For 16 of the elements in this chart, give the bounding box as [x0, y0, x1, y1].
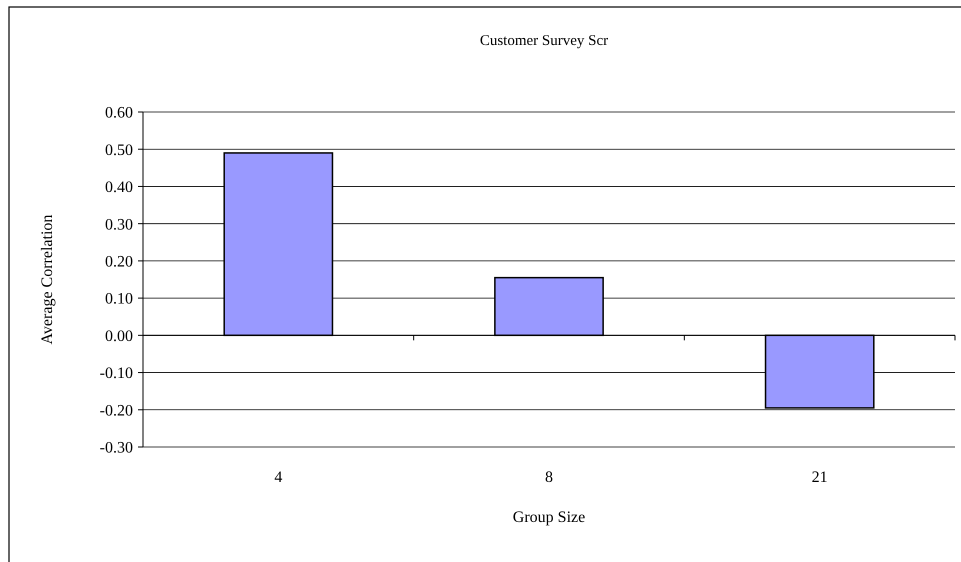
- x-axis-title: Group Size: [512, 509, 586, 526]
- y-tick-label: 0.60: [105, 104, 133, 122]
- y-tick-label: 0.10: [105, 290, 133, 308]
- x-tick-label: 4: [274, 469, 282, 486]
- x-tick-label: 8: [545, 469, 553, 486]
- y-tick-label: 0.00: [105, 328, 133, 345]
- y-tick-label: 0.30: [105, 216, 133, 234]
- y-tick-label: 0.20: [105, 253, 133, 270]
- y-tick-label: 0.50: [105, 142, 133, 159]
- y-axis-title: Average Correlation: [39, 214, 56, 344]
- y-tick-label: -0.10: [100, 365, 133, 382]
- y-tick-label: -0.20: [100, 402, 133, 420]
- y-tick-label: -0.30: [100, 440, 133, 457]
- y-tick-label: 0.40: [105, 179, 133, 196]
- x-tick-label: 21: [812, 469, 828, 486]
- chart-title: Customer Survey Scr: [480, 33, 608, 49]
